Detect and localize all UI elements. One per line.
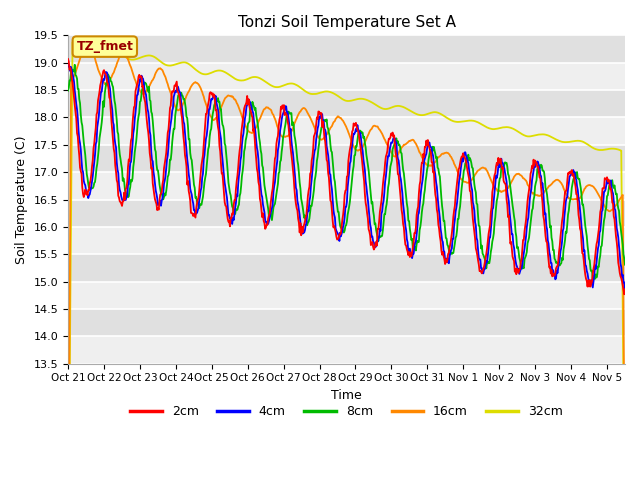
Y-axis label: Soil Temperature (C): Soil Temperature (C) — [15, 135, 28, 264]
Bar — [68, 118, 625, 145]
Bar — [68, 172, 625, 200]
Bar — [68, 336, 625, 364]
Text: TZ_fmet: TZ_fmet — [76, 40, 133, 53]
Bar — [68, 282, 625, 309]
Bar — [68, 63, 625, 90]
Title: Tonzi Soil Temperature Set A: Tonzi Soil Temperature Set A — [237, 15, 456, 30]
Bar — [68, 227, 625, 254]
X-axis label: Time: Time — [331, 389, 362, 402]
Legend: 2cm, 4cm, 8cm, 16cm, 32cm: 2cm, 4cm, 8cm, 16cm, 32cm — [125, 400, 568, 423]
